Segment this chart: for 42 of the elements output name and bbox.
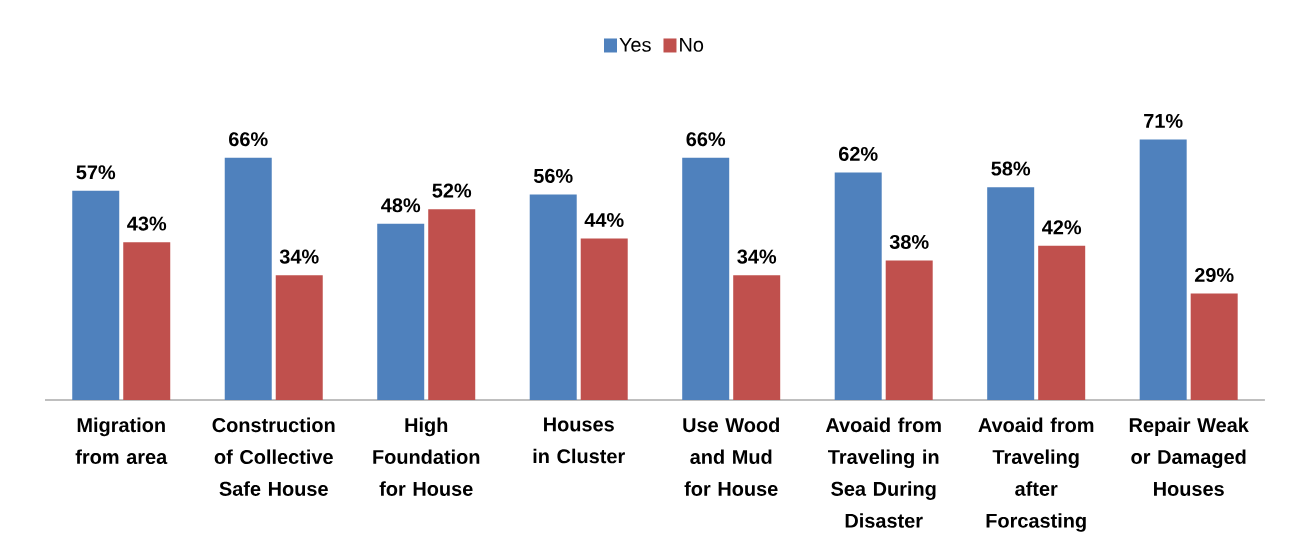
x-tick-label: Use Wood and Mud for House bbox=[683, 417, 779, 496]
data-label: 52% bbox=[432, 183, 472, 198]
bar bbox=[580, 238, 628, 400]
data-label: 34% bbox=[737, 249, 777, 264]
bar bbox=[1139, 139, 1187, 400]
bar bbox=[885, 260, 933, 400]
data-label: 56% bbox=[533, 168, 573, 183]
x-tick-label: Construction of Collective Safe House bbox=[212, 417, 335, 496]
data-label: 66% bbox=[229, 132, 268, 147]
x-tick-label: Repair Weak or Damaged Houses bbox=[1129, 417, 1249, 496]
bar bbox=[529, 194, 577, 400]
data-label: 43% bbox=[127, 216, 167, 231]
data-label: 71% bbox=[1144, 113, 1183, 128]
bar bbox=[428, 209, 476, 400]
x-tick-label: Migration from area bbox=[75, 417, 168, 465]
bar bbox=[987, 187, 1035, 400]
bar bbox=[682, 157, 730, 400]
data-label: 42% bbox=[1042, 220, 1082, 235]
data-label: 29% bbox=[1194, 267, 1234, 283]
bar bbox=[1190, 293, 1238, 400]
bar bbox=[224, 157, 272, 400]
x-tick-label: Houses in Cluster bbox=[533, 417, 625, 464]
data-label: 34% bbox=[279, 249, 319, 264]
x-tick-label: High Foundation for House bbox=[373, 417, 480, 496]
data-label: 44% bbox=[584, 212, 624, 227]
x-tick-label: Avoaid from Traveling in Sea During Disaster bbox=[825, 417, 941, 528]
bar bbox=[377, 223, 425, 400]
data-label: 38% bbox=[889, 234, 929, 250]
bar bbox=[1038, 245, 1086, 400]
data-label: 58% bbox=[991, 161, 1031, 176]
bar bbox=[72, 190, 120, 400]
x-tick-label: Avoaid from Traveling after Forcasting bbox=[978, 417, 1094, 532]
bar bbox=[123, 242, 171, 400]
data-label: 66% bbox=[686, 132, 726, 147]
bar bbox=[275, 275, 323, 400]
bar bbox=[834, 172, 882, 400]
data-label: 57% bbox=[76, 165, 116, 180]
data-label: 48% bbox=[381, 198, 421, 213]
bar bbox=[733, 275, 781, 400]
legend-label: Yes bbox=[619, 37, 651, 52]
data-label: 62% bbox=[839, 146, 878, 161]
legend-label: No bbox=[680, 37, 704, 52]
